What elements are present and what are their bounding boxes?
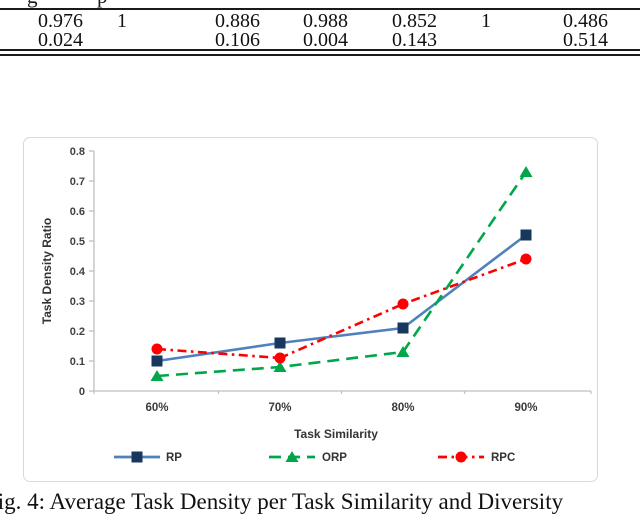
table-top-rule <box>0 8 640 10</box>
y-axis-title: Task Density Ratio <box>40 218 54 324</box>
legend-label: ORP <box>322 452 347 464</box>
clipped-fragment: p <box>97 0 108 8</box>
x-tick-label: 60% <box>145 402 168 414</box>
y-tick-label: 0.4 <box>70 266 86 278</box>
table-cell: 0.886 <box>215 10 260 32</box>
series-marker-ORP <box>519 166 533 177</box>
table-cell: 0.106 <box>215 29 260 51</box>
table-cell: 0.852 <box>392 10 437 32</box>
series-marker-ORP <box>396 346 410 357</box>
table-cell: 0.024 <box>38 29 83 51</box>
y-tick-label: 0.6 <box>70 206 85 218</box>
table-bottom-rule-2 <box>0 54 640 56</box>
legend-label: RPC <box>491 452 515 464</box>
series-marker-ORP <box>273 361 287 372</box>
legend-label: RP <box>166 452 182 464</box>
series-marker-RP <box>397 322 409 334</box>
table-cell: 0.004 <box>303 29 348 51</box>
legend-marker <box>285 451 299 462</box>
legend-item-RP: RP <box>114 451 182 464</box>
table-cell: 0.988 <box>303 10 348 32</box>
y-tick-label: 0 <box>79 386 85 398</box>
x-tick-label: 90% <box>514 402 537 414</box>
y-tick-label: 0.5 <box>70 236 85 248</box>
legend-marker <box>455 451 467 463</box>
table-cell: 0.514 <box>563 29 608 51</box>
y-tick-label: 0.1 <box>70 356 85 368</box>
series-marker-RP <box>274 337 286 349</box>
series-marker-RPC <box>274 352 286 364</box>
legend-marker <box>131 451 143 463</box>
table-cell: 1 <box>117 10 127 32</box>
clipped-fragment: g <box>27 0 38 8</box>
x-tick-label: 70% <box>268 402 291 414</box>
table-cell: 0.143 <box>392 29 437 51</box>
task-density-chart: 0 0.1 0.2 0.3 0.4 0.5 0.6 0.7 0.8 60% 70% 80% 90% Tas… <box>23 137 598 482</box>
y-tick-label: 0.3 <box>70 296 85 308</box>
table-cell: 0.976 <box>38 10 83 32</box>
table-cell: 1 <box>481 10 491 32</box>
series-marker-RP <box>520 229 532 241</box>
legend-item-RPC: RPC <box>438 451 515 464</box>
series-marker-RPC <box>397 298 409 310</box>
clipped-text-strip: g p <box>0 0 640 8</box>
legend-item-ORP: ORP <box>269 451 347 464</box>
series-marker-RP <box>151 355 163 367</box>
series-line-ORP <box>156 171 528 378</box>
y-tick-label: 0.8 <box>70 146 85 158</box>
table-bottom-rule <box>0 49 640 51</box>
series-marker-RPC <box>151 343 163 355</box>
x-tick-label: 80% <box>391 402 414 414</box>
series-line-RPC <box>156 257 527 360</box>
x-axis-title: Task Similarity <box>294 427 378 441</box>
series-marker-ORP <box>150 370 164 381</box>
series-marker-RPC <box>520 253 532 265</box>
chart-svg: 0 0.1 0.2 0.3 0.4 0.5 0.6 0.7 0.8 60% 70% 80% 90% Tas… <box>40 146 592 464</box>
y-tick-label: 0.2 <box>70 326 85 338</box>
table-cell: 0.486 <box>563 10 608 32</box>
results-table: 0.976 1 0.886 0.988 0.852 1 0.486 0.024 … <box>0 0 640 60</box>
figure-caption: Fig. 4: Average Task Density per Task Si… <box>0 489 564 514</box>
y-tick-label: 0.7 <box>70 176 85 188</box>
